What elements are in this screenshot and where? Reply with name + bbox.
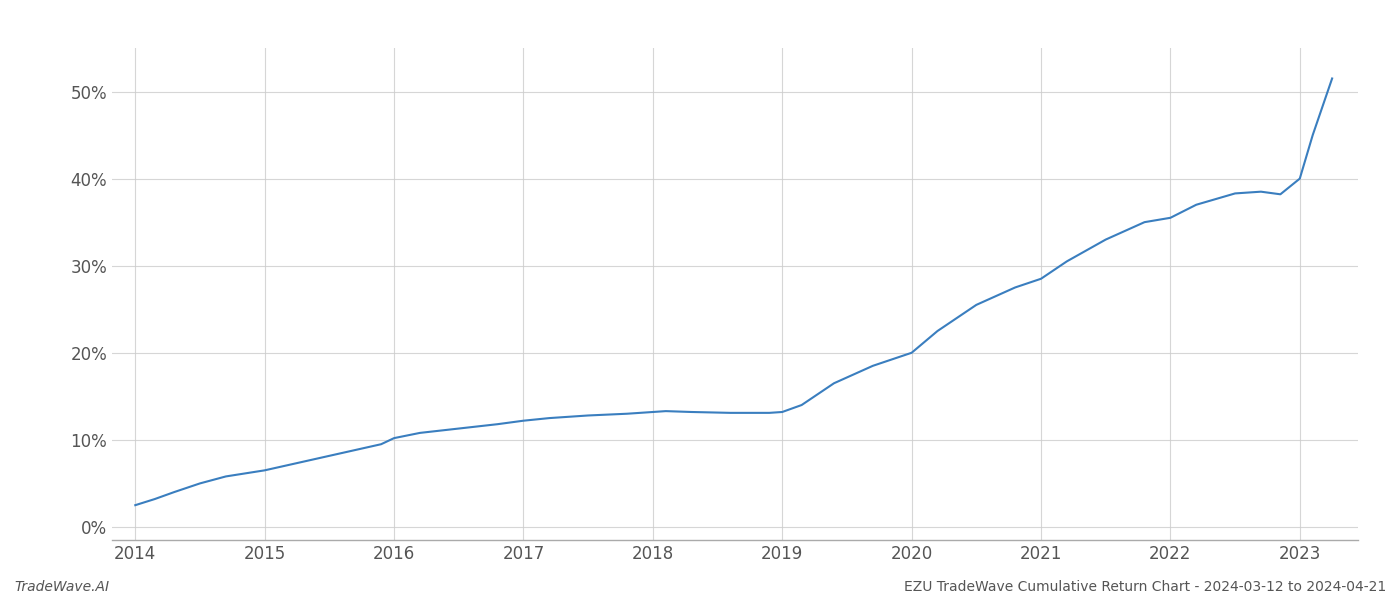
Text: EZU TradeWave Cumulative Return Chart - 2024-03-12 to 2024-04-21: EZU TradeWave Cumulative Return Chart - … — [904, 580, 1386, 594]
Text: TradeWave.AI: TradeWave.AI — [14, 580, 109, 594]
